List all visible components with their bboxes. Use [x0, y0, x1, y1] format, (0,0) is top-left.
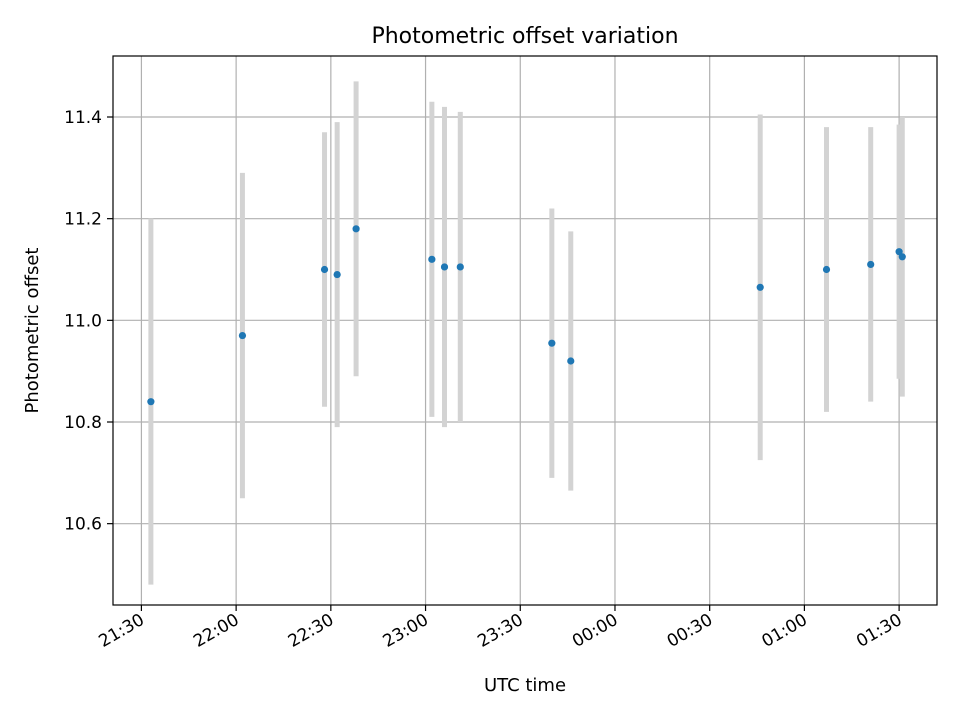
x-tick-label: 01:30 [853, 610, 905, 652]
x-tick-label: 22:00 [190, 610, 242, 652]
data-point [352, 225, 360, 233]
data-point [567, 357, 575, 365]
x-tick-label: 01:00 [758, 610, 810, 652]
x-tick-label: 00:30 [664, 610, 716, 652]
y-axis-label: Photometric offset [22, 248, 43, 414]
chart-title: Photometric offset variation [371, 24, 678, 49]
data-point [428, 255, 436, 263]
data-point [898, 253, 906, 261]
data-point [333, 270, 341, 279]
data-point [440, 263, 449, 271]
ticks: 21:30 22:00 22:30 23:00 23:30 00:00 00:30 01:00… [64, 108, 905, 652]
data-point [147, 398, 155, 406]
x-tick-label: 22:30 [285, 610, 337, 652]
data-point [756, 283, 764, 291]
y-tick-label: 10.6 [64, 515, 102, 535]
grid [113, 56, 937, 605]
x-tick-label: 23:00 [380, 610, 432, 652]
y-tick-label: 11.0 [64, 311, 102, 331]
x-tick-label: 21:30 [95, 610, 147, 652]
y-tick-label: 11.2 [64, 210, 102, 230]
data-point [867, 260, 875, 269]
x-axis-label: UTC time [484, 675, 566, 696]
x-tick-label: 23:30 [474, 610, 526, 652]
data-point [320, 265, 329, 274]
data-point [822, 265, 831, 274]
data-points [147, 225, 906, 406]
x-tick-label: 00:00 [569, 610, 621, 652]
y-tick-label: 10.8 [64, 413, 102, 433]
data-point [548, 339, 556, 347]
error-bars [148, 81, 905, 585]
plot-frame [112, 55, 938, 606]
data-point [238, 331, 247, 340]
data-point [456, 263, 464, 271]
y-tick-label: 11.4 [64, 108, 102, 128]
